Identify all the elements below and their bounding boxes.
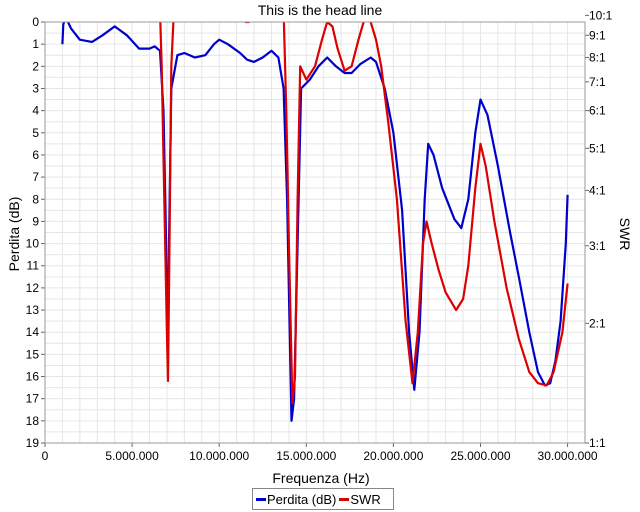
left-tick-label: 1: [32, 37, 39, 51]
left-tick-label: 17: [26, 392, 40, 406]
x-tick-label: 10.000.000: [189, 449, 249, 463]
chart-title: This is the head line: [258, 2, 383, 18]
x-tick-label: 20.000.000: [363, 449, 423, 463]
series-line-perdita: [61, 22, 569, 422]
legend-swatch-perdita: [256, 497, 266, 501]
left-tick-label: 10: [26, 237, 40, 251]
x-axis-label: Frequenza (Hz): [272, 470, 369, 486]
left-tick-label: 11: [27, 259, 40, 273]
left-tick-label: 9: [32, 214, 39, 228]
right-tick-label: 2:1: [589, 316, 606, 330]
left-tick-label: 3: [32, 81, 39, 95]
x-tick-label: 5.000.000: [105, 449, 159, 463]
left-tick-label: 5: [32, 126, 39, 140]
x-tick-label: 0: [42, 449, 49, 463]
grid: [45, 22, 585, 443]
right-tick-label: 5:1: [589, 141, 606, 155]
series-line-swr: [159, 22, 569, 405]
right-tick-label: 7:1: [589, 75, 606, 89]
right-tick-label: 3:1: [589, 239, 606, 253]
left-tick-label: 16: [26, 370, 40, 384]
x-tick-label: 25.000.000: [450, 449, 510, 463]
left-tick-label: 19: [26, 436, 40, 450]
right-tick-label: 1:1: [589, 436, 606, 450]
right-tick-label: 9:1: [589, 28, 606, 42]
left-axis-label: Perdita (dB): [6, 197, 22, 272]
right-axis-label: SWR: [617, 218, 633, 251]
left-tick-label: 15: [26, 347, 40, 361]
right-tick-label: 10:1: [589, 8, 613, 22]
x-tick-label: 30.000.000: [538, 449, 598, 463]
legend: Perdita (dB) SWR: [252, 488, 394, 510]
left-tick-label: 13: [26, 303, 40, 317]
left-tick-label: 14: [26, 325, 40, 339]
left-tick-label: 18: [26, 414, 40, 428]
legend-item-swr: SWR: [336, 491, 381, 507]
plot-frame: [44, 21, 586, 444]
x-tick-label: 15.000.000: [276, 449, 336, 463]
right-axis-ticks: 10:1 9:1 8:1 7:1 6:1 5:1 4:1 3:1 2:1 1:1: [585, 8, 613, 450]
left-tick-label: 2: [32, 59, 39, 73]
right-tick-label: 8:1: [589, 50, 606, 64]
x-axis-ticks: 0 5.000.000 10.000.000 15.000.000 20.000.000…: [42, 443, 598, 463]
right-tick-label: 4:1: [589, 183, 606, 197]
legend-item-perdita: Perdita (dB): [253, 492, 336, 507]
right-tick-label: 6:1: [589, 104, 606, 118]
left-tick-label: 8: [32, 192, 39, 206]
legend-label-swr: SWR: [350, 491, 381, 507]
legend-swatch-swr: [339, 497, 350, 501]
left-tick-label: 7: [32, 170, 39, 184]
series-layer: [61, 22, 569, 422]
left-tick-label: 12: [26, 281, 40, 295]
left-tick-label: 6: [32, 148, 39, 162]
legend-label-perdita: Perdita (dB): [267, 491, 337, 507]
left-tick-label: 4: [32, 104, 39, 118]
left-tick-label: 0: [32, 15, 39, 29]
